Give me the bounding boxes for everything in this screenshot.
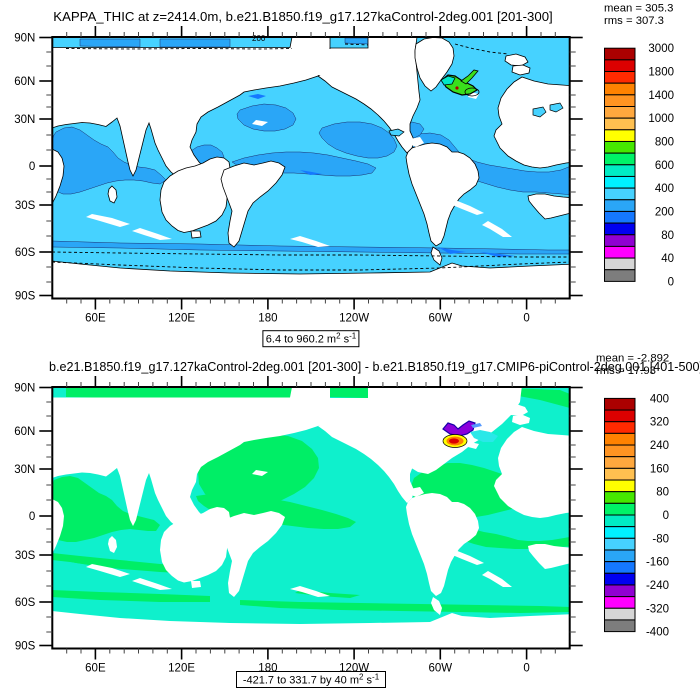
svg-text:120E: 120E [168, 313, 195, 325]
svg-text:60N: 60N [14, 426, 35, 438]
svg-text:40: 40 [661, 253, 674, 265]
svg-text:600: 600 [655, 160, 674, 172]
svg-text:1000: 1000 [648, 113, 674, 125]
svg-text:rms = 17.93: rms = 17.93 [596, 365, 656, 377]
svg-text:800: 800 [655, 137, 674, 149]
svg-text:320: 320 [650, 417, 669, 429]
svg-text:60S: 60S [15, 247, 36, 259]
svg-text:90S: 90S [15, 291, 36, 303]
svg-text:60N: 60N [14, 76, 35, 88]
svg-text:30S: 30S [15, 200, 36, 212]
svg-text:-240: -240 [646, 580, 669, 592]
svg-text:160: 160 [650, 463, 669, 475]
svg-text:80: 80 [656, 487, 669, 499]
svg-text:0: 0 [29, 511, 35, 523]
svg-text:30N: 30N [14, 114, 35, 126]
svg-text:30N: 30N [14, 464, 35, 476]
svg-text:mean = 305.3: mean = 305.3 [604, 3, 673, 15]
svg-text:6.4 to 960.2 m2 s-1: 6.4 to 960.2 m2 s-1 [266, 332, 357, 346]
svg-text:-160: -160 [646, 557, 669, 569]
svg-text:-80: -80 [652, 533, 669, 545]
svg-text:60W: 60W [428, 663, 452, 675]
svg-text:400: 400 [650, 393, 669, 405]
svg-text:0: 0 [29, 161, 35, 173]
svg-text:-421.7 to 331.7 by 40 m2 s-1: -421.7 to 331.7 by 40 m2 s-1 [243, 673, 380, 687]
svg-text:90N: 90N [14, 33, 35, 45]
svg-text:-400: -400 [646, 627, 669, 639]
svg-text:-320: -320 [646, 603, 669, 615]
svg-text:120E: 120E [168, 663, 195, 675]
svg-text:3000: 3000 [648, 43, 674, 55]
svg-text:80: 80 [661, 230, 674, 242]
svg-text:0: 0 [523, 313, 529, 325]
svg-text:60E: 60E [85, 663, 106, 675]
svg-text:rms = 307.3: rms = 307.3 [604, 15, 664, 27]
svg-text:mean = -2.892: mean = -2.892 [596, 353, 669, 365]
svg-text:KAPPA_THIC at z=2414.0m, b.e21: KAPPA_THIC at z=2414.0m, b.e21.B1850.f19… [53, 9, 552, 24]
svg-text:0: 0 [663, 510, 669, 522]
svg-text:b.e21.B1850.f19_g17.127kaContr: b.e21.B1850.f19_g17.127kaControl-2deg.00… [49, 360, 700, 374]
svg-text:90N: 90N [14, 383, 35, 395]
svg-text:120W: 120W [339, 313, 369, 325]
svg-text:240: 240 [650, 440, 669, 452]
svg-text:0: 0 [523, 663, 529, 675]
svg-text:1400: 1400 [648, 90, 674, 102]
svg-text:0: 0 [668, 276, 674, 288]
svg-text:180: 180 [258, 313, 277, 325]
svg-text:1800: 1800 [648, 67, 674, 79]
svg-text:120W: 120W [339, 663, 369, 675]
svg-text:30S: 30S [15, 550, 36, 562]
svg-text:400: 400 [655, 183, 674, 195]
svg-text:180: 180 [258, 663, 277, 675]
svg-text:60S: 60S [15, 597, 36, 609]
svg-text:90S: 90S [15, 641, 36, 653]
svg-text:60E: 60E [85, 313, 106, 325]
svg-text:200: 200 [252, 34, 266, 43]
svg-text:60W: 60W [428, 313, 452, 325]
svg-text:200: 200 [655, 206, 674, 218]
